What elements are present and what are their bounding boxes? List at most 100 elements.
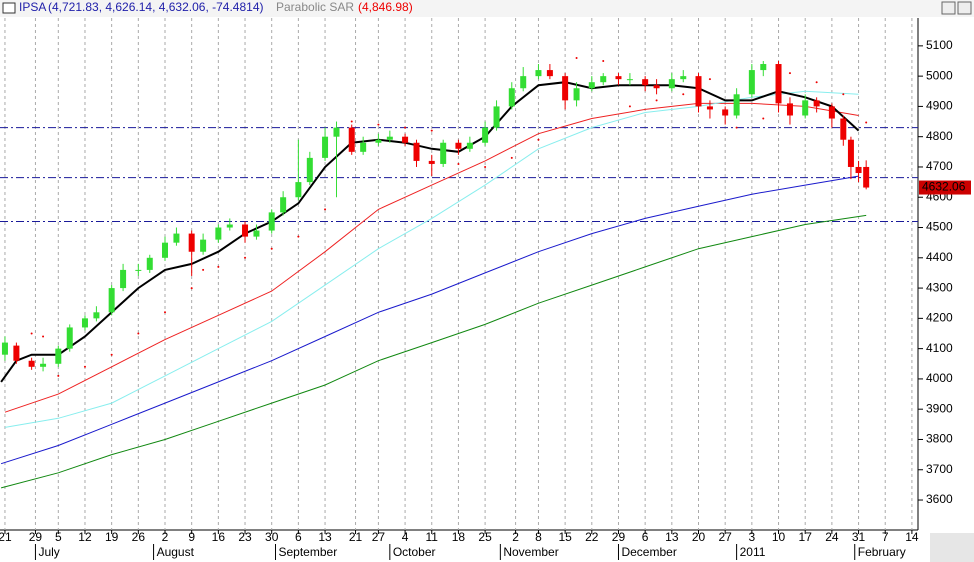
candle-body	[847, 139, 854, 167]
x-tick-label: 2	[512, 530, 519, 544]
ohlc: (4,721.83, 4,626.14, 4,632.06, -74.4814)	[48, 0, 264, 14]
sar-dot	[655, 99, 658, 102]
x-tick-label: 21	[0, 530, 12, 544]
candle-body	[600, 76, 607, 83]
x-tick-label: 30	[265, 530, 279, 544]
sar-dot	[430, 129, 433, 132]
sar-dot	[484, 165, 487, 168]
sar-dot	[628, 105, 631, 108]
candle-body	[733, 94, 740, 116]
month-label: November	[503, 545, 558, 559]
candle-body	[162, 242, 169, 258]
y-tick-label: 3900	[926, 401, 953, 415]
y-tick-label: 4300	[926, 280, 953, 294]
sar-dot	[762, 117, 765, 120]
x-tick-label: 29	[612, 530, 626, 544]
restore-button[interactable]	[941, 1, 956, 15]
candle-body	[322, 136, 329, 158]
candle-body	[546, 70, 553, 77]
x-tick-label: 3	[749, 530, 756, 544]
candle-body	[828, 106, 835, 119]
candle-body	[466, 142, 473, 149]
x-tick-label: 18	[452, 530, 466, 544]
y-tick-label: 4100	[926, 341, 953, 355]
candle-body	[413, 142, 420, 161]
x-tick-label: 10	[772, 530, 786, 544]
close-button[interactable]	[957, 1, 972, 15]
candle-body	[242, 224, 249, 237]
candle-body	[173, 233, 180, 243]
candle-body	[802, 100, 809, 116]
sar-dot	[324, 208, 327, 211]
candle-body	[200, 239, 207, 252]
candle-body	[188, 233, 195, 252]
candle-body	[306, 157, 313, 183]
sar-dot	[865, 121, 868, 124]
candle-body	[375, 139, 382, 143]
candle-body	[855, 166, 862, 174]
candle-body	[706, 106, 713, 110]
sar-dot	[202, 268, 205, 271]
indicator-name: Parabolic SAR	[276, 0, 354, 14]
sar-dot	[110, 353, 113, 356]
sar-dot	[244, 256, 247, 259]
month-label: October	[393, 545, 436, 559]
x-tick-label: 4	[402, 530, 409, 544]
y-tick-label: 4700	[926, 159, 953, 173]
candle-body	[226, 224, 233, 228]
sar-dot	[575, 56, 578, 59]
x-tick-label: 20	[692, 530, 706, 544]
sar-dot	[377, 123, 380, 126]
candle-body	[1, 342, 8, 355]
y-tick-label: 4000	[926, 371, 953, 385]
x-tick-label: 15	[558, 530, 572, 544]
candle-body	[215, 227, 222, 240]
y-tick-label: 4900	[926, 99, 953, 113]
sar-dot	[404, 126, 407, 129]
y-tick-label: 4400	[926, 250, 953, 264]
candle-body	[428, 160, 435, 164]
candle-body	[295, 182, 302, 198]
x-tick-label: 23	[238, 530, 252, 544]
candle-body	[573, 88, 580, 101]
x-tick-label: 27	[372, 530, 386, 544]
candle-body	[813, 100, 820, 107]
month-label: February	[858, 545, 906, 559]
sar-dot	[842, 93, 845, 96]
candle-body	[93, 312, 100, 319]
x-tick-label: 6	[642, 530, 649, 544]
sar-dot	[682, 93, 685, 96]
candle-body	[508, 88, 515, 107]
x-tick-label: 16	[212, 530, 226, 544]
title-bar	[0, 0, 974, 17]
candle-body	[66, 327, 73, 349]
candle-body	[108, 288, 115, 313]
candle-body	[626, 79, 633, 81]
candle-body	[840, 118, 847, 140]
month-label: September	[279, 545, 338, 559]
sar-dot	[815, 81, 818, 84]
candle-body	[520, 76, 527, 89]
candle-body	[360, 142, 367, 152]
x-tick-label: 13	[665, 530, 679, 544]
x-tick-label: 17	[799, 530, 813, 544]
window-icon[interactable]	[2, 2, 16, 14]
x-tick-label: 6	[295, 530, 302, 544]
sar-dot	[457, 162, 460, 165]
candle-body	[695, 76, 702, 107]
month-label: 2011	[740, 545, 766, 559]
y-tick-label: 3800	[926, 432, 953, 446]
plot-area	[0, 18, 918, 530]
candle-body	[13, 345, 20, 361]
indicator-value: (4,846.98)	[358, 0, 413, 14]
sar-dot	[350, 120, 353, 123]
x-tick-label: 21	[349, 530, 363, 544]
candle-body	[402, 136, 409, 143]
month-label: July	[38, 545, 59, 559]
symbol: IPSA	[19, 0, 46, 14]
candle-body	[863, 166, 870, 188]
corner-box	[930, 533, 974, 562]
sar-dot	[510, 156, 513, 159]
